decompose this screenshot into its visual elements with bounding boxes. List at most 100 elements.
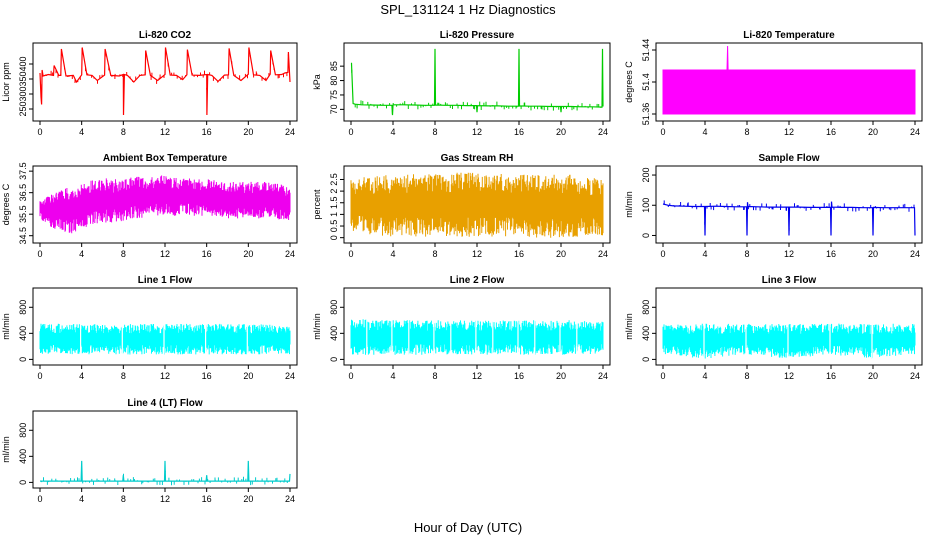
x-tick-label: 8 — [432, 249, 437, 259]
series-band-core — [351, 191, 603, 219]
x-tick-label: 12 — [472, 127, 482, 137]
y-tick-label: 2.5 — [329, 173, 339, 186]
x-tick-label: 4 — [702, 371, 707, 381]
x-tick-label: 16 — [202, 371, 212, 381]
chart-panel: Li-820 Pressure kPa 0 4 8 12 16 20 24 70 75 80 85 — [312, 30, 611, 137]
panel-title: Line 3 Flow — [762, 275, 817, 286]
y-axis-label: ml/min — [1, 436, 11, 463]
x-tick-label: 20 — [868, 371, 878, 381]
x-tick-label: 20 — [556, 371, 566, 381]
x-tick-label: 24 — [285, 494, 295, 504]
y-tick-label: 300 — [18, 86, 28, 101]
y-axis-label: ml/min — [1, 313, 11, 340]
x-tick-label: 4 — [702, 249, 707, 259]
x-tick-label: 24 — [910, 371, 920, 381]
x-tick-label: 8 — [432, 371, 437, 381]
series-band-core — [40, 332, 290, 346]
y-tick-label: 80 — [329, 76, 339, 86]
x-tick-label: 16 — [202, 127, 212, 137]
series-band-core — [40, 187, 290, 221]
y-tick-label: 34.5 — [18, 227, 28, 245]
x-tick-label: 8 — [744, 371, 749, 381]
y-axis-label: ml/min — [624, 313, 634, 340]
x-tick-label: 12 — [784, 127, 794, 137]
y-tick-label: 200 — [641, 168, 651, 183]
chart-panel: Li-820 CO2 Licor ppm 0 4 8 12 16 20 24 2503003504… — [1, 30, 298, 137]
x-tick-label: 4 — [79, 371, 84, 381]
y-tick-label: 1 — [329, 212, 339, 217]
x-tick-label: 8 — [121, 249, 126, 259]
x-tick-label: 8 — [744, 127, 749, 137]
x-tick-label: 24 — [910, 249, 920, 259]
x-tick-label: 12 — [472, 249, 482, 259]
chart-panel: Gas Stream RH percent 0 4 8 12 16 20 24 0 0.5 1 1.5 2… — [312, 153, 611, 259]
panel-title: Line 1 Flow — [138, 275, 193, 286]
figure-xlabel: Hour of Day (UTC) — [414, 520, 522, 535]
x-tick-label: 4 — [79, 127, 84, 137]
y-tick-label: 400 — [18, 449, 28, 464]
x-tick-label: 0 — [37, 371, 42, 381]
x-tick-label: 16 — [826, 249, 836, 259]
y-tick-label: 350 — [18, 71, 28, 86]
y-axis-label: Licor ppm — [1, 62, 11, 102]
series-group — [39, 323, 291, 355]
y-tick-label: 0 — [641, 357, 651, 362]
y-tick-label: 0 — [18, 480, 28, 485]
series-line — [662, 201, 916, 236]
x-tick-label: 16 — [826, 127, 836, 137]
x-tick-label: 0 — [348, 127, 353, 137]
y-tick-label: 400 — [641, 326, 651, 341]
x-tick-label: 0 — [37, 127, 42, 137]
series-group — [350, 319, 604, 355]
x-tick-label: 24 — [598, 371, 608, 381]
x-tick-label: 0 — [660, 127, 665, 137]
x-tick-label: 24 — [285, 371, 295, 381]
x-tick-label: 4 — [79, 494, 84, 504]
x-tick-label: 12 — [160, 494, 170, 504]
y-axis-label: percent — [312, 189, 322, 220]
x-tick-label: 24 — [285, 127, 295, 137]
series-group — [350, 172, 604, 238]
y-tick-label: 2 — [329, 189, 339, 194]
x-tick-label: 0 — [37, 494, 42, 504]
y-tick-label: 800 — [18, 300, 28, 315]
y-tick-label: 800 — [329, 300, 339, 315]
y-axis-label: kPa — [312, 74, 322, 90]
y-axis-label: ml/min — [312, 313, 322, 340]
x-tick-label: 16 — [514, 249, 524, 259]
x-tick-label: 4 — [390, 127, 395, 137]
chart-panel: Line 4 (LT) Flow ml/min 0 4 8 12 16 20 24 0 400 800 — [1, 398, 298, 504]
panel-title: Li-820 Pressure — [440, 30, 515, 41]
series-group — [662, 323, 916, 359]
y-tick-label: 37.5 — [18, 162, 28, 180]
y-tick-label: 100 — [641, 198, 651, 213]
y-tick-label: 75 — [329, 90, 339, 100]
chart-panel: Ambient Box Temperature degrees C 0 4 8 12 16 2… — [1, 153, 298, 259]
series-line — [350, 48, 604, 116]
figure-title: SPL_131124 1 Hz Diagnostics — [380, 2, 556, 17]
x-tick-label: 12 — [160, 249, 170, 259]
x-tick-label: 0 — [348, 249, 353, 259]
y-tick-label: 51.4 — [641, 73, 651, 91]
panel-title: Gas Stream RH — [441, 153, 514, 164]
y-tick-label: 0 — [18, 357, 28, 362]
x-tick-label: 8 — [121, 127, 126, 137]
x-tick-label: 20 — [868, 127, 878, 137]
panel-title: Li-820 Temperature — [743, 30, 835, 41]
y-tick-label: 800 — [18, 423, 28, 438]
y-tick-label: 400 — [18, 326, 28, 341]
x-tick-label: 8 — [121, 494, 126, 504]
x-tick-label: 12 — [160, 371, 170, 381]
series-group — [39, 47, 291, 116]
x-tick-label: 4 — [79, 249, 84, 259]
x-tick-label: 24 — [598, 249, 608, 259]
chart-panel: Line 2 Flow ml/min 0 4 8 12 16 20 24 0 400 800 — [312, 275, 611, 381]
y-tick-label: 51.36 — [641, 103, 651, 126]
series-group — [350, 48, 604, 116]
panel-title: Li-820 CO2 — [139, 30, 192, 41]
y-tick-label: 0 — [641, 233, 651, 238]
series-group — [40, 460, 291, 486]
x-tick-label: 24 — [285, 249, 295, 259]
x-tick-label: 0 — [348, 371, 353, 381]
